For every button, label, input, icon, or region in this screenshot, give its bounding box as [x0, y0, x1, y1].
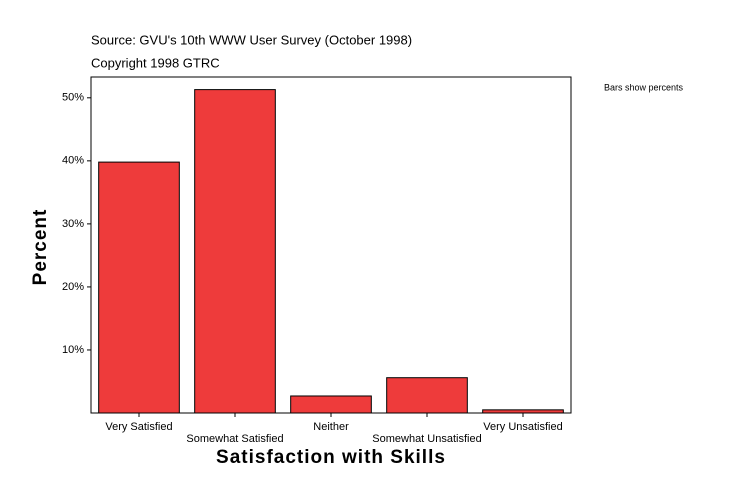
bar	[194, 89, 276, 414]
x-axis-label: Satisfaction with Skills	[216, 447, 446, 468]
chart-subtitle: Copyright 1998 GTRC	[91, 55, 220, 70]
x-tick-label: Very Unsatisfied	[483, 421, 562, 433]
bar	[386, 377, 468, 414]
chart-title: Source: GVU's 10th WWW User Survey (Octo…	[91, 32, 412, 47]
y-tick-label: 20%	[62, 281, 84, 293]
y-axis-label: Percent	[30, 209, 51, 286]
annotation: Bars show percents	[604, 82, 684, 92]
x-tick-label: Very Satisfied	[105, 421, 172, 433]
bar	[290, 395, 372, 414]
y-tick-label: 10%	[62, 344, 84, 356]
bar	[98, 161, 180, 414]
y-tick-label: 50%	[62, 92, 84, 104]
y-tick-label: 40%	[62, 155, 84, 167]
bar	[482, 409, 564, 414]
x-tick-label: Neither	[313, 421, 349, 433]
x-tick-label: Somewhat Unsatisfied	[372, 433, 481, 445]
x-tick-label: Somewhat Satisfied	[186, 433, 283, 445]
y-tick-label: 30%	[62, 218, 84, 230]
